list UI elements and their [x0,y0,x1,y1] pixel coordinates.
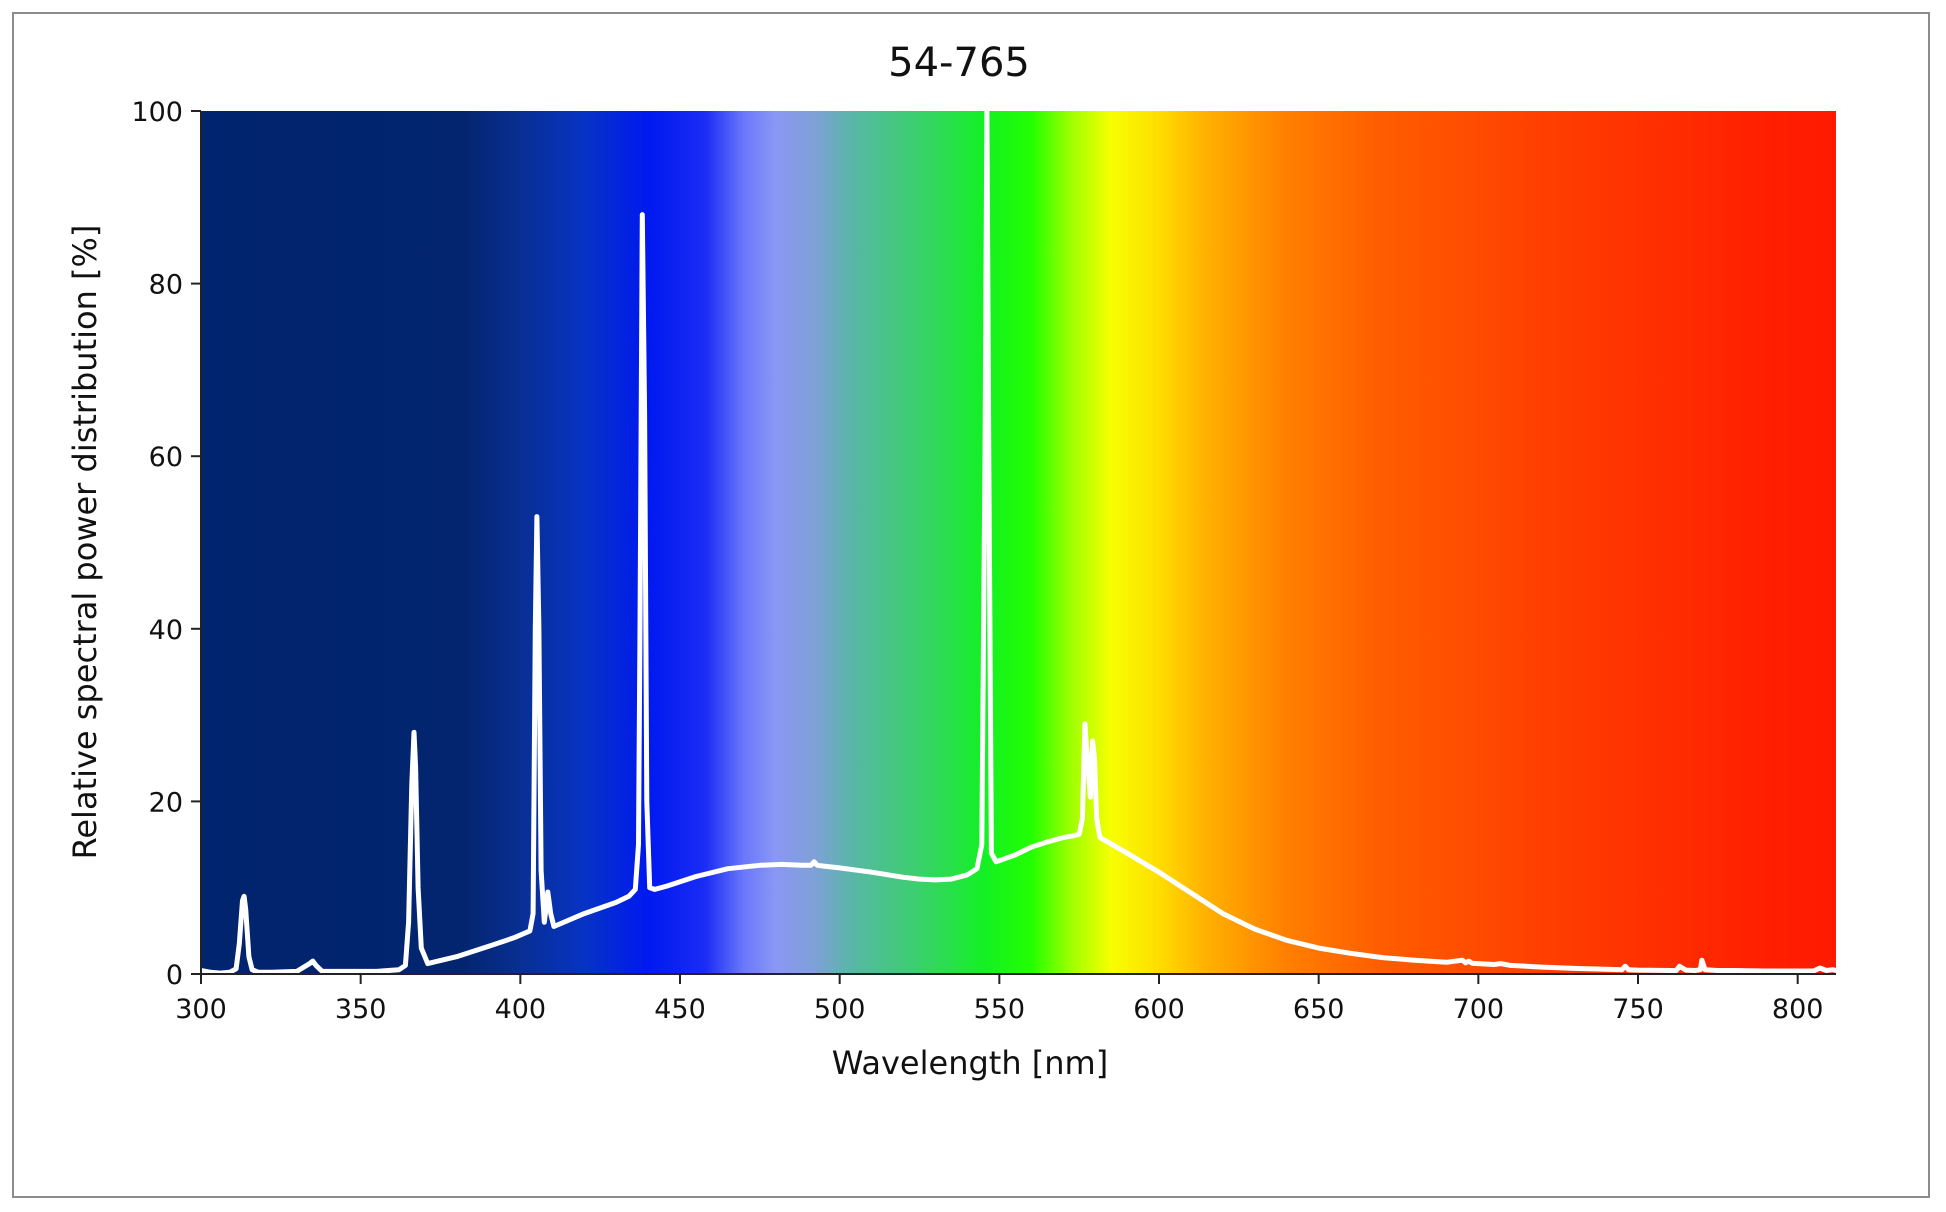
x-tick-label-600: 600 [1133,994,1185,1025]
x-tick-label-800: 800 [1772,994,1824,1025]
y-tick-label-60: 60 [149,442,183,473]
x-tick-label-750: 750 [1612,994,1664,1025]
spectrum-background [201,111,1836,974]
x-tick-label-450: 450 [654,994,706,1025]
x-tick-label-400: 400 [495,994,547,1025]
spectrum-chart: 54-765 0 20 40 60 80 100 300 350 400 450 500 550 600… [66,40,1836,1082]
x-tick-label-650: 650 [1293,994,1345,1025]
y-tick-label-20: 20 [149,787,183,818]
x-axis-label: Wavelength [nm] [832,1044,1108,1082]
y-tick-label-80: 80 [149,270,183,301]
x-tick-label-700: 700 [1453,994,1505,1025]
y-axis-label: Relative spectral power distribution [%] [66,225,104,860]
spectrum-series-line-0 [201,111,1836,974]
x-tick-label-550: 550 [974,994,1026,1025]
x-tick-label-350: 350 [335,994,387,1025]
x-tick-label-300: 300 [175,994,227,1025]
chart-frame: 54-765 0 20 40 60 80 100 300 350 400 450 500 550 600… [12,12,1930,1198]
y-tick-label-40: 40 [149,615,183,646]
y-tick-label-0: 0 [166,960,183,991]
y-tick-label-100: 100 [131,97,183,128]
x-tick-label-500: 500 [814,994,866,1025]
chart-title: 54-765 [888,40,1030,86]
